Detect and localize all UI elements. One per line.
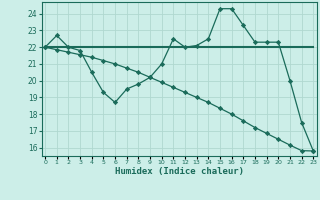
X-axis label: Humidex (Indice chaleur): Humidex (Indice chaleur) — [115, 167, 244, 176]
